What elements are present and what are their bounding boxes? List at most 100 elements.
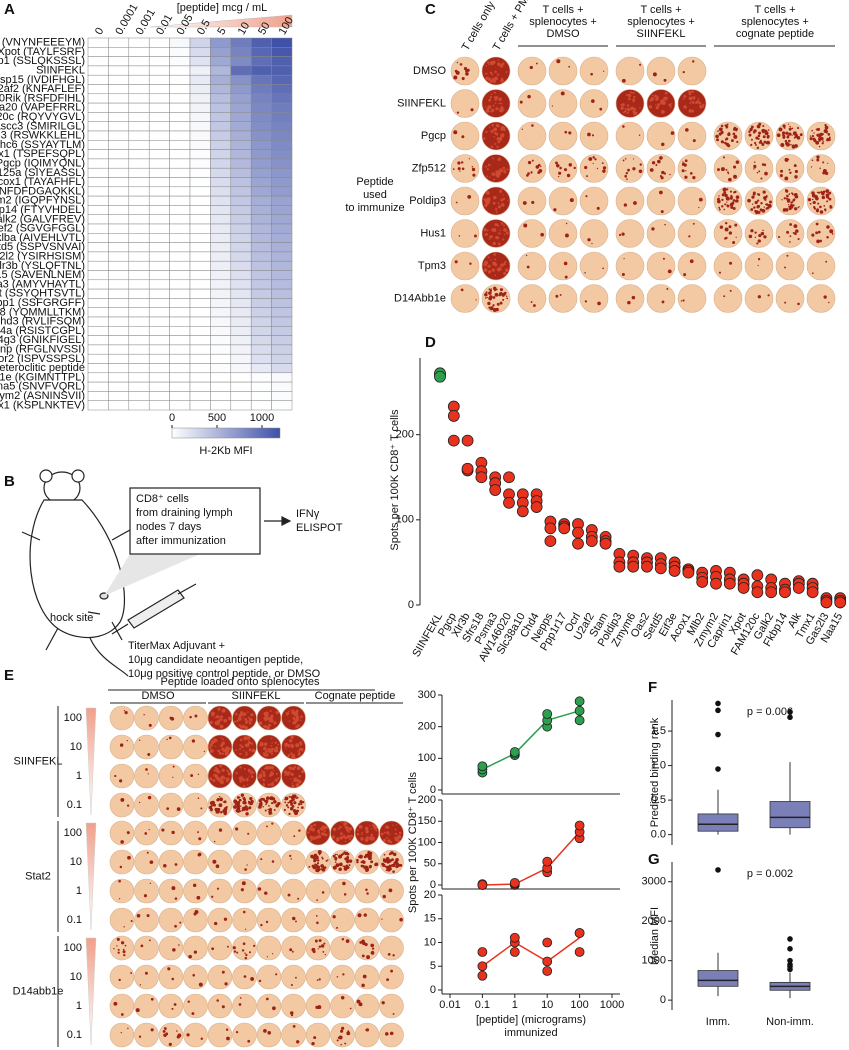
row-label: Poldip3	[409, 195, 446, 207]
row-label: Zcchc6 (SSYAYTLM)	[0, 139, 85, 151]
heatmap-cell	[87, 121, 109, 132]
heatmap-cell	[271, 335, 293, 346]
spot	[270, 744, 273, 747]
outlier	[787, 708, 793, 715]
spot	[488, 98, 492, 102]
well	[305, 820, 331, 846]
heatmap-cell	[148, 186, 170, 197]
heatmap-cell	[148, 316, 170, 327]
spot	[392, 870, 395, 873]
well	[232, 820, 257, 846]
heatmap-cell	[169, 205, 191, 215]
spot	[489, 80, 493, 83]
heatmap-cell	[148, 391, 170, 401]
spot	[691, 101, 695, 104]
spot	[235, 771, 238, 775]
spot	[669, 106, 672, 109]
heatmap-cell	[148, 214, 170, 225]
spot	[123, 926, 125, 928]
spot	[358, 1002, 363, 1007]
spot	[213, 769, 216, 772]
well	[232, 849, 257, 875]
heatmap-cell	[87, 335, 109, 346]
heatmap-cell	[108, 363, 130, 374]
spot	[188, 954, 192, 959]
spot	[505, 70, 508, 74]
spot	[452, 168, 455, 170]
heatmap-cell	[250, 205, 272, 215]
spot	[274, 778, 278, 782]
row-label: Galk2 (GALVFREV)	[0, 213, 85, 225]
spot	[263, 711, 268, 716]
spot	[683, 94, 687, 98]
heatmap-cell	[271, 279, 293, 290]
spot	[315, 863, 317, 866]
spot	[124, 711, 128, 715]
heatmap-cell	[230, 372, 252, 383]
data-point	[696, 576, 709, 588]
spot	[268, 723, 271, 727]
spot	[251, 748, 256, 753]
heatmap-cell	[230, 102, 252, 113]
spot	[469, 262, 472, 265]
well	[109, 763, 135, 789]
heatmap-cell	[128, 65, 150, 76]
spot	[342, 852, 345, 855]
spot	[361, 831, 363, 834]
spot	[146, 851, 149, 854]
spot	[191, 1012, 195, 1015]
spot	[558, 171, 562, 175]
spot	[382, 838, 387, 842]
spot	[213, 840, 216, 843]
spot	[489, 71, 493, 75]
heatmap-cell	[210, 270, 232, 281]
heatmap-cell	[169, 279, 191, 290]
spot	[140, 944, 144, 948]
spot	[388, 888, 393, 893]
heatmap-cell	[271, 214, 293, 225]
heatmap-cell	[189, 363, 211, 374]
data-point	[574, 928, 585, 938]
spot	[822, 161, 825, 164]
well	[281, 849, 306, 875]
heatmap-cell	[169, 65, 191, 76]
spot	[242, 910, 246, 914]
well	[232, 993, 257, 1019]
spot	[356, 832, 360, 836]
heatmap-cell	[230, 279, 252, 290]
y-tick-label: 300	[418, 689, 436, 701]
spot	[495, 235, 499, 240]
y-tick-label: 100	[396, 514, 414, 526]
spot	[761, 142, 765, 146]
spot	[196, 895, 201, 900]
spot	[397, 835, 402, 839]
spot	[500, 79, 504, 83]
data-point	[558, 522, 571, 535]
well	[183, 734, 208, 760]
spot	[786, 230, 790, 234]
well	[158, 964, 184, 990]
spot	[245, 812, 249, 816]
heatmap-cell	[148, 344, 170, 355]
spot	[780, 169, 784, 173]
spot	[758, 170, 761, 173]
side-label: to immunize	[345, 202, 404, 214]
heatmap-cell	[250, 186, 272, 197]
spot	[664, 91, 668, 95]
spot	[501, 77, 504, 80]
heatmap-cell	[250, 260, 272, 271]
spot	[624, 158, 627, 160]
spot	[165, 1028, 167, 1030]
spot	[342, 881, 346, 886]
well	[775, 154, 805, 183]
spot	[239, 796, 241, 799]
spot	[265, 920, 269, 924]
row-label: Oas2 (VNYNFEEEYM)	[0, 37, 85, 49]
spot	[275, 710, 279, 715]
spot	[248, 806, 252, 810]
colorbar-tick-label: 500	[208, 412, 226, 424]
spot	[150, 1028, 154, 1032]
spot	[235, 712, 238, 716]
spot	[398, 831, 402, 835]
spot	[797, 237, 800, 241]
